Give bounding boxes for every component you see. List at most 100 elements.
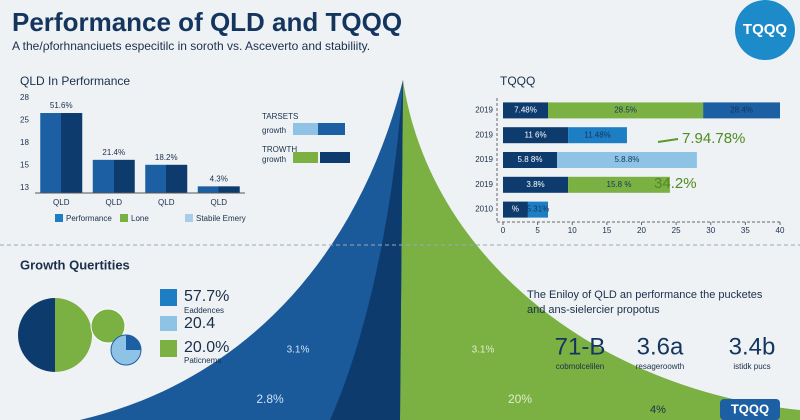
bubble [90,308,126,344]
annotation: 34.2% [654,175,697,192]
stat-value: 20.0% [184,339,229,356]
bar [92,159,135,193]
body-text: The Eniloy of QLD an performance the puc… [527,289,763,301]
panel-bar [293,152,318,163]
stat-value: 20.4 [184,315,215,332]
bar-segment [503,102,549,119]
segment-text: 28.5% [614,106,637,115]
segment-text: 28.4% [730,106,753,115]
mountain-label: 3.1% [287,345,310,356]
mountain-shade [330,80,403,420]
section-title: Growth Quertities [20,257,130,272]
stat-value: 3.6a [637,333,684,360]
logo [735,0,795,60]
pie-part [18,298,55,372]
chart-title: QLD In Performance [20,74,130,88]
segment-text: 7.48% [514,106,537,115]
stat-label: Eaddences [184,306,224,315]
panel-bar [320,152,350,163]
bar-segment [503,201,528,218]
body-text: and ans-sielercier propotus [527,304,660,316]
value-label: 4.3% [210,174,228,183]
bubble-slice [126,335,141,350]
annotation: 7.94.78% [682,130,745,147]
stat-swatch [160,289,177,306]
y-tick-label: 2019 [475,155,493,164]
x-tick-label: QLD [158,198,175,207]
subtitle: A the/ρforhnanciuets especitilc in sorot… [12,39,370,53]
segment-text: 11.48% [584,130,611,139]
stat-value: 71-B [555,333,606,360]
value-label: 51.6% [50,101,73,110]
segment-text: 5.31% [527,205,550,214]
x-tick-label: 5 [535,226,540,235]
x-tick-label: 15 [602,226,611,235]
bar-segment [703,102,780,119]
bar-segment [527,201,549,218]
bar-segment [503,127,569,144]
panel-label: TROWTH [262,145,297,154]
y-tick-label: 2019 [475,180,493,189]
mountain-label: 20% [508,392,532,406]
axis-label: 13 [20,183,29,192]
axis-label: 28 [20,93,29,102]
stat-label: Paticnems [184,356,221,365]
x-tick-label: 30 [706,226,715,235]
stat-label: cobmolcelilen [556,362,604,371]
legend-label: Performance [66,214,112,223]
stat-label: istidk pucs [733,362,770,371]
bar [40,113,83,193]
stat-label: resageroowth [636,362,684,371]
stat-value: 3.4b [729,333,776,360]
title: Performance of QLD and TQQQ [12,7,402,37]
x-tick-label: QLD [211,198,228,207]
bar-segment [548,102,704,119]
bar-segment [503,152,558,168]
bar-segment [557,152,697,168]
legend-label: Stabile Emery [196,214,246,223]
segment-text: 3.8% [526,180,544,189]
segment-text: 5.8.8% [615,155,640,164]
segment-text: % [512,205,519,214]
bar [197,186,240,193]
segment-text: 15.8 % [607,180,632,189]
x-tick-label: 25 [672,226,681,235]
bar [145,164,188,193]
mountain-green [400,80,800,420]
panel-bar [318,123,345,135]
y-tick-label: 2010 [475,205,493,214]
stat-value: 57.7% [184,288,229,305]
pie-part [55,298,92,372]
bar-segment [503,176,569,193]
panel-bar [293,123,318,135]
axis-label: 15 [20,161,29,170]
legend-swatch [55,214,63,222]
panel-label: TARSETS [262,112,298,121]
legend-swatch [120,214,128,222]
x-tick-label: 20 [637,226,646,235]
axis-label: 25 [20,116,29,125]
value-label: 21.4% [102,148,125,157]
stat-swatch [160,316,177,331]
value-label: 18.2% [155,153,178,162]
legend-swatch [185,214,193,222]
x-tick-label: QLD [53,198,70,207]
logo-text: TQQQ [743,21,787,38]
bar-segment [568,176,670,193]
x-tick-label: 0 [501,226,506,235]
segment-text: 5.8 8% [518,155,543,164]
legend-label: Lone [131,214,149,223]
footer-logo-text: TQQQ [731,401,769,416]
x-tick-label: 35 [741,226,750,235]
axis-label: 18 [20,138,29,147]
chart-title: TQQQ [500,74,535,88]
bar-segment [568,127,627,144]
panel-label: growth [262,155,286,164]
footer-logo [720,399,780,420]
stat-swatch [160,340,177,357]
y-tick-label: 2019 [475,106,493,115]
x-tick-label: QLD [106,198,123,207]
y-tick-label: 2019 [475,130,493,139]
